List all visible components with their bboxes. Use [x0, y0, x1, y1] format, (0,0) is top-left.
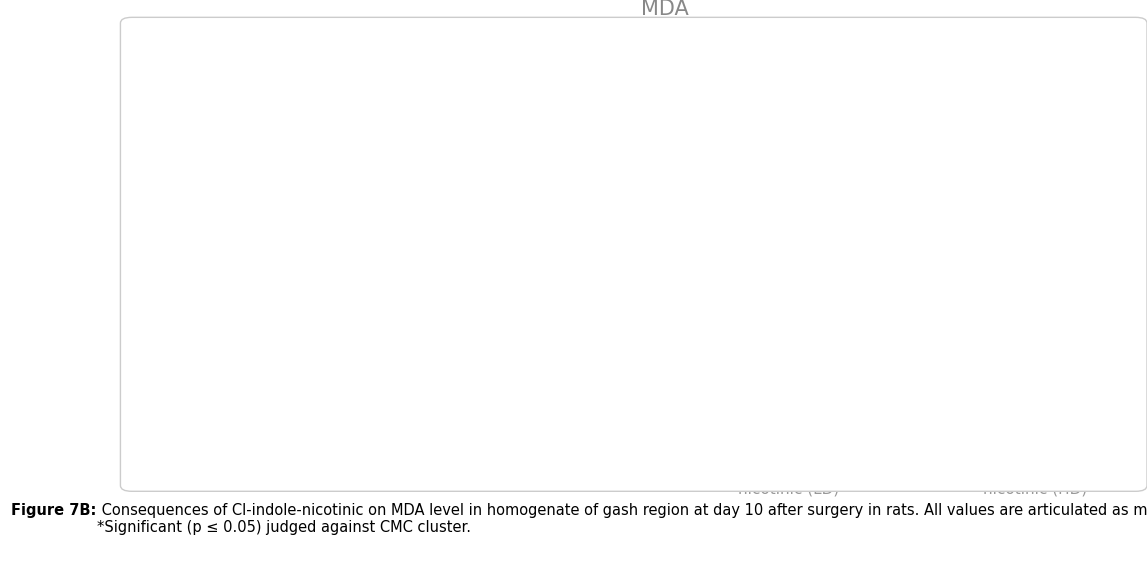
Bar	[505, 365, 579, 451]
Text: Consequences of Cl-indole-nicotinic on MDA level in homogenate of gash region at: Consequences of Cl-indole-nicotinic on M…	[97, 503, 1147, 535]
Bar	[751, 340, 826, 451]
Text: 14.1: 14.1	[525, 347, 559, 362]
Bar	[258, 159, 333, 451]
Bar	[998, 370, 1072, 451]
Title: MDA
nmol/mg protein: MDA nmol/mg protein	[578, 0, 752, 42]
Text: 48.31: 48.31	[274, 140, 318, 155]
Text: 18.33: 18.33	[766, 321, 810, 336]
Text: 13.28: 13.28	[1013, 352, 1056, 367]
Text: Figure 7B:: Figure 7B:	[11, 503, 96, 518]
